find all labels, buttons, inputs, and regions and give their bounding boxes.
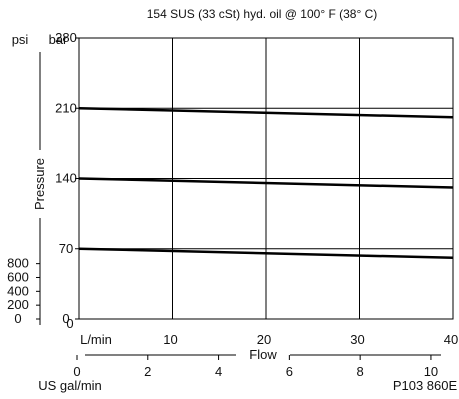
psi-tick-label: 200 [7,297,29,312]
gpm-tick-label: 6 [286,364,293,379]
bar-tick-label: 70 [59,241,73,256]
gpm-tick-label: 0 [73,364,80,379]
lmin-tick-label: 20 [257,332,271,347]
x-label-gpm: US gal/min [38,378,102,393]
bar-tick-label: 280 [55,30,77,45]
bar-ticks: 0 70 140 210 280 [55,30,79,326]
x-label-lmin: L/min [80,332,112,347]
gpm-tick-label: 8 [357,364,364,379]
gpm-tick-label: 2 [144,364,151,379]
grid-layer [79,38,453,319]
psi-tick-label: 0 [14,311,21,326]
drawing-number: P103 860E [393,378,458,393]
psi-tick-label: 400 [7,283,29,298]
gpm-ticks: 0 2 4 6 8 10 [73,355,438,379]
x-axis-title: Flow [249,347,277,362]
y-unit-bar: bar [49,32,68,47]
chart-subtitle: 154 SUS (33 cSt) hyd. oil @ 100° F (38° … [147,7,378,21]
pressure-title-bg [32,150,48,218]
series-layer [78,107,454,260]
lmin-tick-label: 30 [350,332,364,347]
gpm-tick-label: 10 [424,364,438,379]
bar-tick-label: 0 [62,311,69,326]
bar-tick-label: 140 [55,171,77,186]
series-line-1 [78,107,454,119]
psi-tick-label: 800 [7,256,29,271]
psi-tick-label: 600 [7,269,29,284]
y-unit-psi: psi [12,32,29,47]
y-axis-title: Pressure [32,158,47,210]
gpm-tick-label: 4 [215,364,222,379]
series-line-2 [78,177,454,189]
lmin-ticks: 0 10 20 30 40 [66,316,458,347]
lmin-tick-label: 10 [163,332,177,347]
lmin-tick-label: 40 [444,332,458,347]
lmin-tick-label: 0 [66,316,73,331]
bar-tick-label: 210 [55,100,77,115]
series-line-3 [78,247,454,260]
